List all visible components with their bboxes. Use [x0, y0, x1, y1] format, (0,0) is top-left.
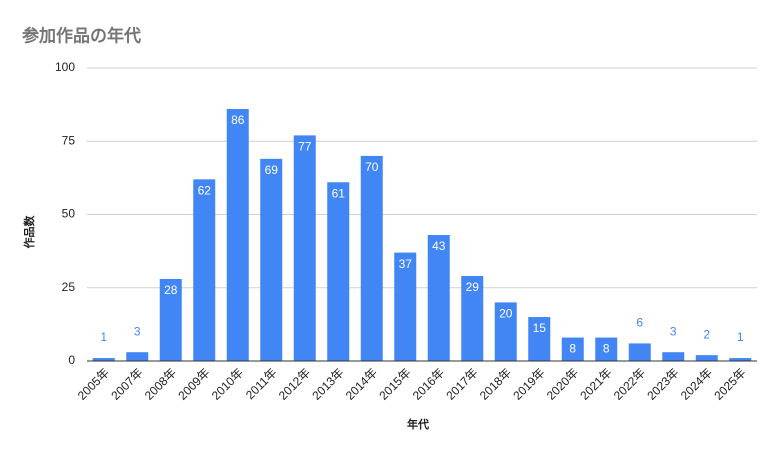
x-tick-label: 2019年 [510, 365, 547, 402]
x-tick-label: 2020年 [544, 365, 581, 402]
y-tick-label: 50 [62, 207, 76, 221]
bar [595, 337, 618, 361]
bar [226, 109, 249, 362]
x-tick-label: 2010年 [209, 365, 246, 402]
data-label: 1 [100, 330, 107, 344]
bar [159, 278, 182, 361]
y-axis-title: 作品数 [22, 215, 36, 249]
bar [293, 135, 316, 361]
x-tick-label: 2011年 [243, 365, 280, 402]
data-label: 6 [636, 316, 643, 330]
bar [92, 358, 115, 361]
bar [729, 358, 752, 361]
bar [193, 179, 216, 361]
bar [461, 276, 484, 361]
data-label: 77 [298, 140, 312, 154]
y-tick-label: 75 [62, 133, 76, 147]
bar [662, 352, 685, 361]
x-tick-label: 2009年 [175, 365, 212, 402]
bar [394, 252, 417, 361]
x-tick-label: 2021年 [577, 365, 614, 402]
bar [327, 182, 350, 361]
x-tick-label: 2022年 [611, 365, 648, 402]
y-tick-label: 100 [55, 60, 75, 74]
data-label: 15 [533, 321, 547, 335]
bar [360, 155, 383, 361]
data-label: 1 [737, 330, 744, 344]
bar [260, 158, 283, 361]
x-tick-label: 2017年 [443, 365, 480, 402]
bar [427, 235, 450, 361]
data-label: 61 [332, 186, 346, 200]
data-label: 62 [198, 184, 212, 198]
data-label: 3 [134, 324, 141, 338]
data-label: 69 [265, 163, 279, 177]
x-tick-label: 2007年 [108, 365, 145, 402]
x-tick-label: 2005年 [75, 365, 112, 402]
data-label: 2 [703, 327, 710, 341]
bar [528, 317, 551, 361]
data-label: 8 [603, 342, 610, 356]
data-label: 28 [164, 283, 178, 297]
x-axis-title: 年代 [407, 417, 429, 431]
x-tick-label: 2018年 [477, 365, 514, 402]
data-label: 3 [670, 324, 677, 338]
data-label: 86 [231, 113, 245, 127]
bar [628, 343, 651, 361]
x-tick-label: 2016年 [410, 365, 447, 402]
x-tick-label: 2025年 [711, 365, 748, 402]
x-tick-label: 2014年 [343, 365, 380, 402]
chart-title: 参加作品の年代 [22, 25, 141, 45]
x-tick-label: 2024年 [678, 365, 715, 402]
data-label: 8 [569, 342, 576, 356]
data-label: 43 [432, 239, 446, 253]
x-tick-label: 2012年 [276, 365, 313, 402]
data-label: 37 [399, 257, 413, 271]
y-tick-label: 25 [62, 280, 76, 294]
y-tick-label: 0 [68, 353, 75, 367]
x-tick-label: 2015年 [376, 365, 413, 402]
bar [695, 355, 718, 361]
bar [561, 337, 584, 361]
x-tick-label: 2008年 [142, 365, 179, 402]
bar [494, 302, 517, 361]
data-label: 70 [365, 160, 379, 174]
x-tick-label: 2023年 [644, 365, 681, 402]
bar [126, 352, 149, 361]
data-label: 20 [499, 307, 513, 321]
data-label: 29 [466, 280, 480, 294]
x-tick-label: 2013年 [309, 365, 346, 402]
